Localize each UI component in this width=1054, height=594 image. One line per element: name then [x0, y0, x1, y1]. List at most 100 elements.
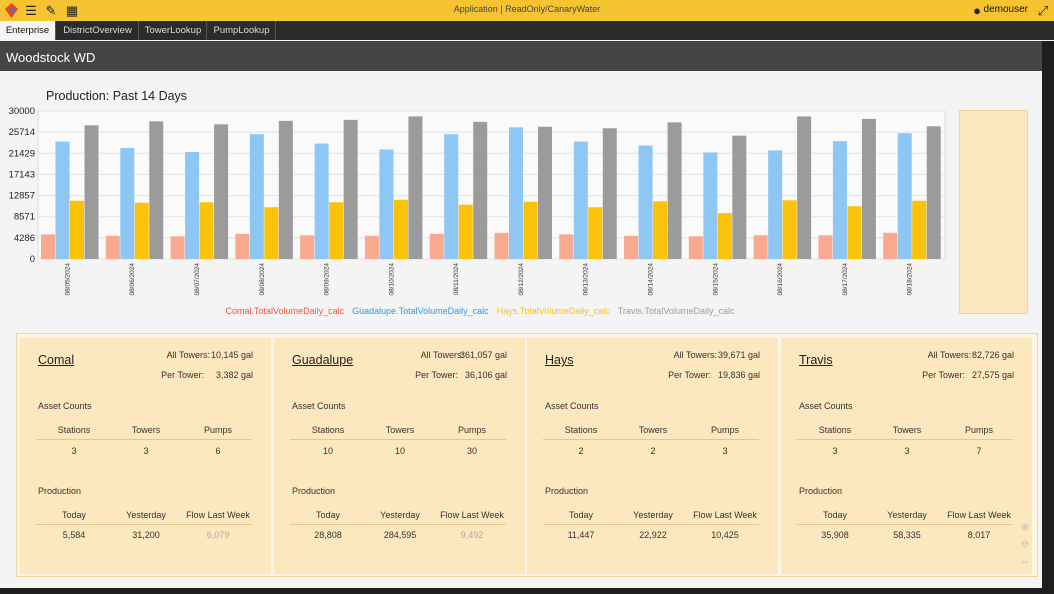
bar — [573, 141, 588, 259]
production-value: 9,492 — [460, 530, 484, 540]
bar — [329, 202, 344, 259]
fit-width-icon[interactable]: ↔ — [1020, 556, 1030, 567]
collapse-icon[interactable]: ⤢ — [1037, 3, 1049, 18]
per-tower-label: Per Tower: — [922, 370, 965, 380]
bar — [717, 213, 732, 259]
chart-legend: Comal.TotalVolumeDaily_calc Guadalupe.Tot… — [0, 306, 960, 316]
production-header: Yesterday — [887, 510, 927, 520]
asset-value: 30 — [466, 446, 477, 456]
bar — [408, 116, 423, 259]
x-tick-label: 08/14/2024 — [647, 263, 654, 296]
production-header: Flow Last Week — [693, 510, 757, 520]
production-value: 35,908 — [821, 530, 849, 540]
bar — [70, 200, 84, 259]
chart-title: Production: Past 14 Days — [46, 89, 188, 103]
x-tick-label: 08/13/2024 — [583, 263, 590, 296]
username[interactable]: demouser — [983, 4, 1028, 15]
district-card: Comal All Towers: 10,145 gal Per Tower: 3,38… — [20, 338, 271, 574]
zoom-controls: ⊕ ⊖ ↔ — [1018, 522, 1032, 567]
asset-counts-label: Asset Counts — [292, 401, 346, 411]
scrollbar[interactable] — [1042, 41, 1054, 594]
asset-value: 6 — [215, 446, 221, 456]
bar — [883, 232, 898, 259]
bar — [753, 235, 768, 259]
legend-item[interactable]: Comal.TotalVolumeDaily_calc — [225, 306, 345, 316]
tab-bar: Enterprise DistrictOverview TowerLookup … — [0, 21, 1054, 40]
production-header: Flow Last Week — [947, 510, 1011, 520]
top-bar: ☰ ✎ ▦ Application | ReadOnly/CanaryWater… — [0, 0, 1054, 21]
asset-value: 3 — [904, 446, 910, 456]
bar — [444, 134, 459, 259]
all-towers-value: 39,671 gal — [717, 350, 760, 360]
asset-value: 3 — [71, 446, 77, 456]
bar — [832, 141, 847, 259]
asset-header: Stations — [564, 425, 598, 435]
legend-item[interactable]: Travis.TotalVolumeDaily_calc — [617, 306, 735, 316]
menu-icon[interactable]: ☰ — [25, 3, 37, 18]
divider — [36, 439, 252, 440]
bottom-bar — [0, 588, 1054, 594]
x-tick-label: 08/06/2024 — [129, 263, 136, 296]
asset-header: Stations — [57, 425, 91, 435]
asset-header: Towers — [638, 425, 668, 435]
production-chart[interactable]: 0 4286 8571 12857 17143 21429 25714 30000 08/05/… — [0, 105, 960, 305]
bar — [199, 202, 214, 259]
x-tick-label: 08/08/2024 — [259, 263, 266, 296]
divider — [36, 524, 252, 525]
production-header: Yesterday — [633, 510, 673, 520]
y-tick-label: 21429 — [9, 148, 35, 159]
per-tower-value: 27,575 gal — [971, 370, 1014, 380]
x-tick-label: 08/07/2024 — [194, 263, 201, 296]
bar — [170, 236, 185, 259]
per-tower-value: 19,836 gal — [717, 370, 760, 380]
per-tower-label: Per Tower: — [415, 370, 458, 380]
x-tick-label: 08/11/2024 — [453, 263, 460, 295]
tab-tower-lookup[interactable]: TowerLookup — [140, 21, 207, 40]
divider — [290, 439, 506, 440]
divider — [797, 524, 1013, 525]
calculator-icon[interactable]: ▦ — [65, 3, 79, 18]
production-value: 5,584 — [62, 530, 86, 540]
tab-pump-lookup[interactable]: PumpLookup — [208, 21, 276, 40]
legend-item[interactable]: Hays.TotalVolumeDaily_calc — [496, 306, 610, 316]
production-value: 284,595 — [383, 530, 417, 540]
bar — [300, 235, 315, 259]
tab-district-overview[interactable]: DistrictOverview — [57, 21, 139, 40]
district-name-link[interactable]: Travis — [799, 353, 833, 367]
x-tick-label: 08/17/2024 — [842, 263, 849, 296]
edit-icon[interactable]: ✎ — [45, 3, 57, 18]
production-header: Today — [568, 510, 594, 520]
production-label: Production — [292, 486, 336, 496]
asset-value: 3 — [143, 446, 149, 456]
asset-value: 3 — [722, 446, 728, 456]
production-label: Production — [799, 486, 843, 496]
bar — [458, 204, 473, 259]
production-header: Flow Last Week — [440, 510, 504, 520]
bar — [134, 202, 149, 259]
all-towers-value: 82,726 gal — [971, 350, 1014, 360]
zoom-out-icon[interactable]: ⊖ — [1020, 539, 1030, 550]
user-icon[interactable]: ● — [973, 3, 981, 18]
production-header: Today — [315, 510, 341, 520]
tab-enterprise[interactable]: Enterprise — [0, 21, 56, 40]
district-name-link[interactable]: Hays — [545, 353, 574, 367]
asset-counts-label: Asset Counts — [38, 401, 92, 411]
asset-header: Stations — [311, 425, 345, 435]
asset-header: Pumps — [457, 425, 486, 435]
x-tick-label: 08/05/2024 — [64, 263, 71, 296]
divider — [797, 439, 1013, 440]
district-name-link[interactable]: Comal — [38, 353, 75, 367]
district-card: Travis All Towers: 82,726 gal Per Tower: 27,… — [781, 338, 1032, 574]
bar — [393, 199, 408, 259]
bar — [926, 126, 941, 259]
production-header: Today — [822, 510, 848, 520]
y-tick-label: 8571 — [14, 212, 35, 223]
district-name-link[interactable]: Guadalupe — [292, 353, 354, 367]
zoom-in-icon[interactable]: ⊕ — [1020, 522, 1030, 533]
logo-icon[interactable] — [5, 3, 18, 18]
bar — [782, 200, 797, 259]
bar — [364, 235, 379, 259]
bar — [264, 207, 279, 259]
legend-item[interactable]: Guadalupe.TotalVolumeDaily_calc — [352, 306, 489, 316]
